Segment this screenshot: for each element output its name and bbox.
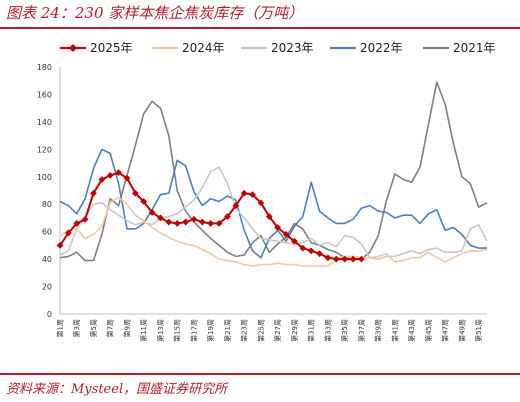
data-point-2025年 — [198, 218, 206, 226]
x-tick-label: 第31周 — [307, 319, 316, 342]
x-tick-label: 第7周 — [106, 319, 115, 337]
data-point-2025年 — [274, 224, 282, 231]
data-point-2025年 — [324, 254, 332, 262]
y-tick-label: 120 — [37, 145, 52, 154]
data-point-2025年 — [282, 231, 290, 238]
data-point-2025年 — [207, 220, 215, 227]
source-divider — [0, 373, 520, 375]
x-tick-label: 第33周 — [323, 319, 332, 342]
x-tick-label: 第3周 — [72, 319, 81, 337]
data-point-2025年 — [81, 215, 89, 223]
data-point-2025年 — [257, 199, 265, 207]
data-point-2025年 — [115, 169, 123, 177]
x-tick-label: 第35周 — [340, 319, 349, 342]
x-tick-label: 第19周 — [206, 319, 215, 342]
x-tick-label: 第21周 — [223, 319, 232, 342]
y-tick-label: 20 — [42, 283, 52, 292]
data-point-2025年 — [182, 218, 189, 226]
legend-label-2023年: 2023年 — [271, 41, 314, 55]
data-point-2025年 — [332, 255, 340, 263]
series-line-2024年 — [59, 196, 488, 267]
x-tick-label: 第23周 — [240, 319, 249, 342]
data-point-2025年 — [131, 189, 139, 197]
x-tick-label: 第51周 — [474, 319, 483, 342]
chart-title: 图表 24：230 家样本焦企焦炭库存（万吨） — [6, 4, 304, 22]
data-point-2025年 — [224, 213, 231, 220]
x-tick-label: 第49周 — [457, 319, 466, 342]
line-chart: 2025年 2024年 2023年 2022年 2021年 0 20 40 60 80 100 12… — [37, 41, 496, 342]
x-tick-label: 第37周 — [357, 319, 366, 342]
y-tick-label: 0 — [47, 310, 52, 319]
data-point-2025年 — [349, 255, 357, 263]
x-tick-label: 第39周 — [374, 319, 383, 342]
series-line-2021年 — [59, 81, 488, 262]
x-tick-label: 第15周 — [173, 319, 182, 342]
data-point-2025年 — [98, 176, 106, 183]
x-tick-label: 第41周 — [390, 319, 399, 342]
data-point-2025年 — [240, 189, 248, 197]
data-point-2025年 — [90, 189, 97, 197]
legend-label-2022年: 2022年 — [360, 41, 403, 55]
source-note: 资料来源：Mysteel，国盛证券研究所 — [6, 382, 228, 397]
data-point-2025年 — [307, 247, 315, 255]
x-tick-label: 第43周 — [407, 319, 416, 342]
x-tick-label: 第45周 — [424, 319, 433, 342]
y-tick-label: 140 — [37, 118, 52, 127]
data-point-2025年 — [249, 191, 256, 199]
data-point-2025年 — [265, 213, 273, 220]
data-point-2025年 — [299, 244, 307, 252]
x-tick-label: 第5周 — [89, 319, 98, 337]
data-point-2025年 — [173, 220, 181, 227]
x-tick-label: 第27周 — [273, 319, 282, 342]
data-point-2025年 — [157, 214, 164, 222]
x-tick-label: 第1周 — [56, 319, 65, 337]
x-tick-label: 第9周 — [122, 319, 131, 337]
y-tick-label: 60 — [42, 228, 52, 237]
data-point-2025年 — [123, 174, 131, 182]
data-point-2025年 — [106, 172, 114, 179]
legend-label-2024年: 2024年 — [182, 41, 225, 55]
data-point-2025年 — [291, 237, 298, 245]
x-tick-label: 第17周 — [189, 319, 198, 342]
data-point-2025年 — [64, 229, 72, 237]
data-point-2025年 — [140, 198, 148, 205]
chart-axes: 020406080100120140160180第1周 第3周 第5周 第7周 第9周第… — [37, 63, 487, 342]
x-tick-label: 第25周 — [256, 319, 265, 342]
legend-label-2021年: 2021年 — [453, 41, 496, 55]
data-point-2025年 — [232, 202, 240, 209]
series-line-2022年 — [59, 148, 487, 259]
data-point-2025年 — [73, 220, 81, 227]
chart-series — [56, 81, 488, 267]
x-tick-label: 第11周 — [139, 319, 148, 342]
y-tick-label: 180 — [37, 63, 52, 72]
y-tick-label: 80 — [42, 200, 52, 209]
legend-marker-2025年 — [69, 44, 77, 52]
series-line-2023年 — [59, 166, 488, 260]
x-tick-label: 第13周 — [156, 319, 165, 342]
data-point-2025年 — [56, 241, 64, 249]
data-point-2025年 — [341, 255, 349, 263]
y-tick-label: 160 — [37, 90, 52, 99]
data-point-2025年 — [165, 218, 173, 226]
data-point-2025年 — [358, 255, 365, 263]
data-point-2025年 — [316, 250, 323, 258]
y-tick-label: 40 — [42, 255, 52, 264]
x-tick-label: 第29周 — [290, 319, 299, 342]
title-divider — [0, 27, 520, 29]
x-tick-label: 第47周 — [441, 319, 450, 342]
data-point-2025年 — [148, 209, 156, 216]
chart-legend: 2025年 2024年 2023年 2022年 2021年 — [60, 41, 496, 55]
data-point-2025年 — [190, 215, 198, 223]
legend-label-2025年: 2025年 — [90, 41, 133, 55]
y-tick-label: 100 — [37, 173, 52, 182]
data-point-2025年 — [215, 220, 223, 227]
